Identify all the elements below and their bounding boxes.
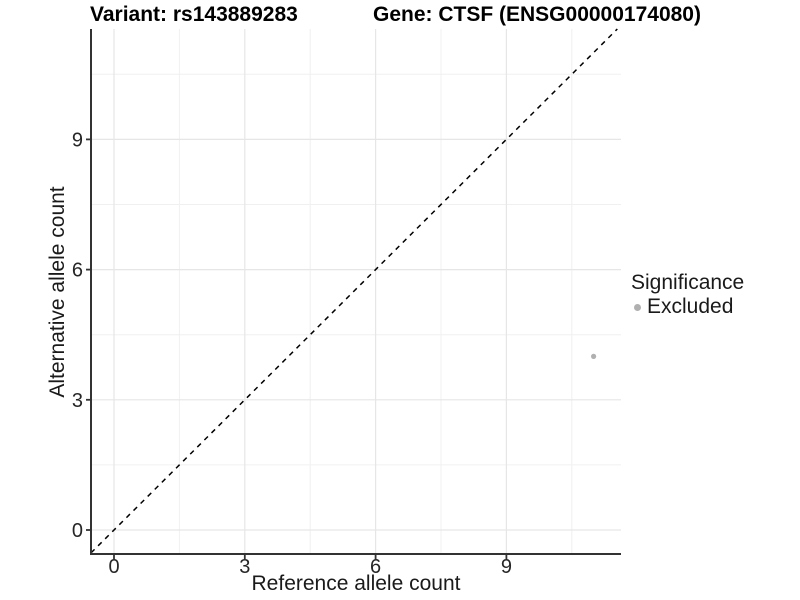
x-axis-title: Reference allele count (251, 572, 461, 595)
legend-key-dot (634, 303, 641, 311)
legend-items: Excluded (631, 296, 744, 318)
y-tick-label: 6 (72, 260, 83, 282)
x-tick-label: 9 (501, 556, 512, 578)
x-tick-label: 6 (370, 556, 381, 578)
y-tick-label: 9 (72, 129, 83, 151)
identity-dashed-line (90, 28, 618, 554)
legend-item: Excluded (631, 296, 744, 318)
x-tick-label: 3 (239, 556, 250, 578)
y-axis-title: Alternative allele count (46, 186, 69, 398)
plot-title-gene: Gene: CTSF (ENSG00000174080) (373, 3, 701, 26)
data-point (591, 353, 597, 359)
y-tick-label: 3 (72, 390, 83, 412)
plot-title-variant: Variant: rs143889283 (90, 3, 298, 26)
legend-title: Significance (631, 271, 745, 294)
legend-item-label: Excluded (647, 295, 734, 318)
y-tick-label: 0 (72, 520, 83, 542)
legend: Significance Excluded (631, 271, 744, 318)
x-tick-label: 0 (108, 556, 119, 578)
